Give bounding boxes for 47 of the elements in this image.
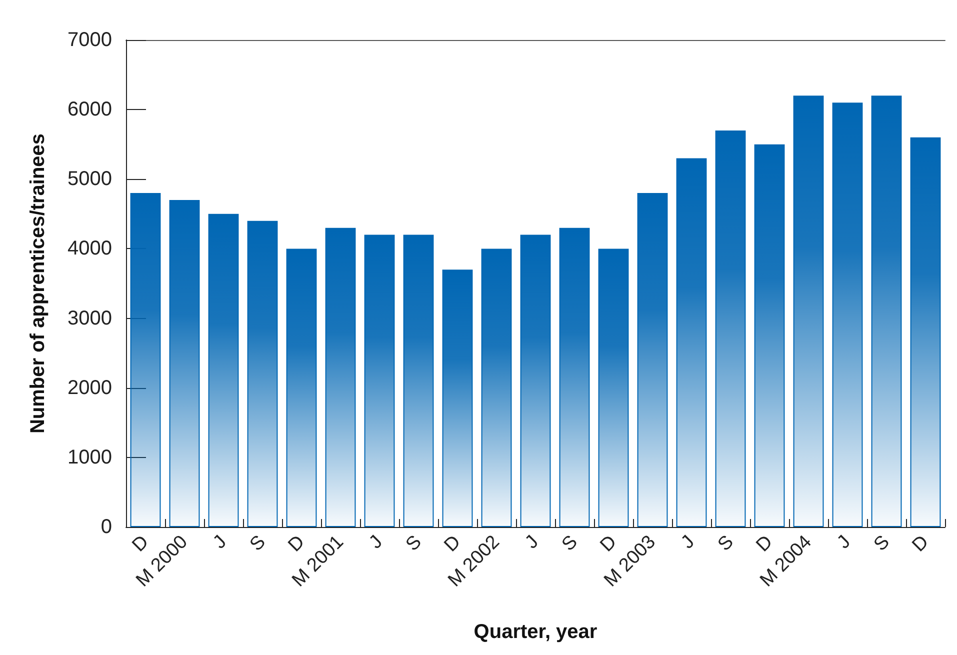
bar — [442, 270, 473, 527]
x-tick-label: S — [246, 532, 270, 556]
y-axis-title: Number of apprentices/trainees — [27, 133, 49, 434]
x-tick-label: D — [128, 532, 153, 556]
bar — [793, 96, 824, 527]
bar — [130, 193, 161, 527]
y-tick-label: 6000 — [68, 98, 112, 121]
bar — [520, 234, 551, 527]
x-tick-label: D — [908, 532, 933, 556]
bar — [325, 228, 356, 527]
x-tick-label: S — [714, 532, 738, 556]
bar — [403, 234, 434, 527]
x-tick-label: S — [558, 532, 582, 556]
bar — [832, 102, 863, 527]
x-tick-label: J — [209, 532, 231, 554]
bar — [169, 200, 200, 527]
y-tick-label: 7000 — [68, 29, 112, 51]
y-tick-label: 4000 — [68, 238, 112, 260]
x-tick-label: D — [752, 532, 777, 556]
x-tick-label: D — [440, 532, 465, 556]
y-tick-label: 5000 — [68, 168, 112, 190]
y-tick-label: 2000 — [68, 376, 112, 399]
bar — [598, 248, 629, 527]
bar — [286, 248, 317, 527]
bar — [754, 144, 785, 527]
x-tick-label: J — [833, 532, 855, 554]
bar — [910, 137, 941, 527]
x-tick-label: S — [870, 532, 894, 556]
bar — [481, 248, 512, 527]
y-tick-label: 1000 — [68, 446, 112, 468]
x-tick-label: J — [677, 532, 699, 554]
y-tick-label: 3000 — [68, 307, 112, 330]
bar — [676, 158, 707, 527]
x-tick-label: D — [284, 532, 309, 556]
bar — [559, 228, 590, 527]
x-axis-title: Quarter, year — [474, 621, 598, 643]
bar — [247, 220, 278, 527]
y-tick-label: 0 — [100, 516, 112, 538]
x-tick-label: J — [521, 532, 543, 554]
x-tick-label: S — [402, 532, 426, 556]
bar — [871, 96, 902, 527]
bar — [637, 193, 668, 527]
bar — [715, 130, 746, 527]
x-tick-label: J — [365, 532, 387, 554]
x-tick-label: D — [596, 532, 621, 556]
bar — [364, 234, 395, 527]
bar — [208, 214, 239, 527]
